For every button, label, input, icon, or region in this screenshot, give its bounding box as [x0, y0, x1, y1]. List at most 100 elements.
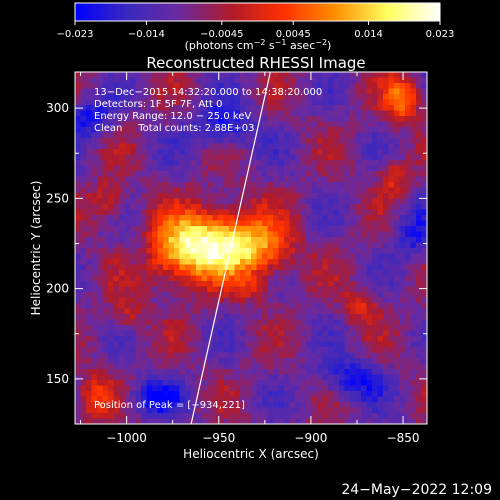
heatmap-cell	[295, 341, 301, 348]
heatmap-cell	[388, 138, 395, 144]
heatmap-cell	[229, 253, 235, 260]
heatmap-cell	[91, 259, 98, 265]
heatmap-cell	[201, 391, 208, 397]
heatmap-cell	[306, 352, 312, 359]
heatmap-cell	[130, 347, 136, 353]
heatmap-cell	[251, 242, 257, 249]
heatmap-cell	[223, 270, 230, 276]
heatmap-cell	[223, 215, 230, 221]
heatmap-cell	[383, 237, 389, 243]
heatmap-cell	[377, 325, 384, 331]
heatmap-cell	[240, 94, 246, 100]
heatmap-cell	[394, 281, 400, 287]
heatmap-cell	[256, 413, 263, 419]
heatmap-cell	[394, 160, 400, 166]
heatmap-cell	[372, 363, 378, 370]
heatmap-cell	[130, 270, 136, 276]
heatmap-cell	[278, 407, 285, 414]
heatmap-cell	[229, 72, 235, 78]
heatmap-cell	[256, 380, 263, 386]
heatmap-cell	[135, 77, 142, 84]
heatmap-cell	[157, 99, 164, 106]
heatmap-cell	[75, 336, 81, 342]
heatmap-cell	[328, 341, 334, 348]
heatmap-cell	[372, 242, 378, 249]
heatmap-cell	[113, 275, 120, 282]
heatmap-cell	[168, 314, 175, 320]
heatmap-cell	[317, 369, 323, 375]
heatmap-cell	[328, 198, 334, 205]
heatmap-cell	[372, 325, 378, 331]
heatmap-cell	[306, 187, 312, 194]
heatmap-cell	[190, 330, 197, 337]
heatmap-cell	[179, 215, 186, 221]
heatmap-cell	[339, 171, 345, 177]
heatmap-cell	[179, 385, 186, 392]
heatmap-cell	[410, 418, 417, 424]
heatmap-cell	[135, 275, 142, 282]
heatmap-cell	[399, 363, 406, 370]
heatmap-cell	[190, 363, 197, 370]
heatmap-cell	[388, 143, 395, 150]
heatmap-cell	[207, 369, 213, 375]
heatmap-cell	[284, 248, 290, 254]
heatmap-cell	[185, 143, 191, 150]
heatmap-cell	[168, 242, 175, 249]
heatmap-cell	[102, 369, 109, 375]
heatmap-cell	[212, 325, 219, 331]
heatmap-cell	[212, 110, 219, 117]
heatmap-cell	[377, 209, 384, 216]
heatmap-cell	[201, 154, 208, 161]
heatmap-cell	[322, 248, 329, 254]
heatmap-cell	[174, 297, 180, 304]
heatmap-cell	[311, 149, 318, 155]
heatmap-cell	[355, 187, 362, 194]
heatmap-cell	[251, 182, 257, 188]
heatmap-cell	[234, 336, 241, 342]
heatmap-cell	[344, 358, 351, 364]
heatmap-cell	[322, 297, 329, 304]
heatmap-cell	[377, 105, 384, 111]
heatmap-cell	[388, 226, 395, 232]
heatmap-cell	[102, 182, 109, 188]
heatmap-cell	[190, 308, 197, 315]
heatmap-cell	[388, 165, 395, 172]
heatmap-cell	[135, 110, 142, 117]
heatmap-cell	[355, 165, 362, 172]
heatmap-cell	[322, 330, 329, 337]
heatmap-cell	[262, 149, 268, 155]
heatmap-cell	[108, 303, 114, 309]
heatmap-cell	[372, 275, 378, 282]
heatmap-cell	[157, 154, 164, 161]
heatmap-cell	[218, 182, 224, 188]
y-tick-label: 300	[46, 101, 69, 115]
heatmap-cell	[124, 374, 131, 381]
heatmap-cell	[399, 325, 406, 331]
heatmap-cell	[383, 336, 389, 342]
heatmap-cell	[256, 160, 263, 166]
heatmap-cell	[355, 94, 362, 100]
heatmap-cell	[399, 396, 406, 403]
heatmap-cell	[289, 198, 296, 205]
heatmap-cell	[240, 407, 246, 414]
heatmap-cell	[317, 385, 323, 392]
heatmap-cell	[267, 83, 274, 89]
heatmap-cell	[317, 396, 323, 403]
heatmap-cell	[328, 308, 334, 315]
heatmap-cell	[278, 341, 285, 348]
heatmap-cell	[262, 275, 268, 282]
heatmap-cell	[113, 308, 120, 315]
heatmap-cell	[196, 77, 202, 84]
heatmap-cell	[344, 132, 351, 139]
heatmap-cell	[179, 94, 186, 100]
heatmap-cell	[405, 149, 411, 155]
heatmap-cell	[102, 154, 109, 161]
heatmap-cell	[344, 297, 351, 304]
heatmap-cell	[234, 347, 241, 353]
heatmap-cell	[80, 369, 87, 375]
heatmap-cell	[163, 116, 169, 122]
heatmap-cell	[306, 281, 312, 287]
heatmap-cell	[75, 127, 81, 133]
heatmap-cell	[179, 341, 186, 348]
heatmap-cell	[223, 99, 230, 106]
